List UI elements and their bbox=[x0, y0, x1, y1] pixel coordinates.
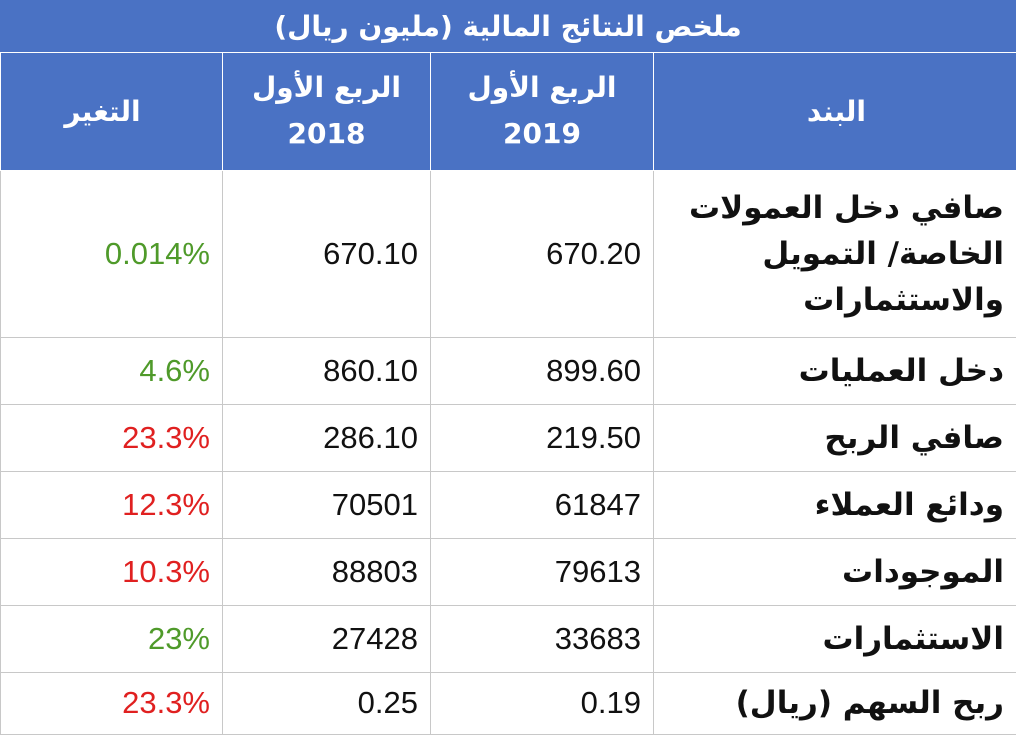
q1-2019-cell: 670.20 bbox=[431, 170, 654, 337]
item-cell: صافي دخل العمولات الخاصة/ التمويل والاست… bbox=[654, 170, 1016, 337]
item-cell: دخل العمليات bbox=[654, 337, 1016, 404]
q1-2018-cell: 88803 bbox=[223, 538, 431, 605]
financial-results-table: التغير الربع الأول 2018 الربع الأول 2019… bbox=[0, 53, 1016, 735]
table-row: 0.014% 670.10 670.20 صافي دخل العمولات ا… bbox=[1, 170, 1016, 337]
q1-2019-cell: 899.60 bbox=[431, 337, 654, 404]
change-cell: 23.3% bbox=[1, 672, 223, 734]
q1-2019-cell: 0.19 bbox=[431, 672, 654, 734]
table-row: 23% 27428 33683 الاستثمارات bbox=[1, 605, 1016, 672]
change-cell: 23.3% bbox=[1, 404, 223, 471]
header-q1-2018: الربع الأول 2018 bbox=[223, 53, 431, 170]
q1-2019-cell: 79613 bbox=[431, 538, 654, 605]
table-title: ملخص النتائج المالية (مليون ريال) bbox=[0, 0, 1016, 53]
table-row: 23.3% 0.25 0.19 ربح السهم (ريال) bbox=[1, 672, 1016, 734]
header-item: البند bbox=[654, 53, 1016, 170]
item-cell: الاستثمارات bbox=[654, 605, 1016, 672]
change-cell: 4.6% bbox=[1, 337, 223, 404]
change-cell: 10.3% bbox=[1, 538, 223, 605]
header-row: التغير الربع الأول 2018 الربع الأول 2019… bbox=[1, 53, 1016, 170]
q1-2018-cell: 0.25 bbox=[223, 672, 431, 734]
q1-2019-cell: 219.50 bbox=[431, 404, 654, 471]
header-q1-2018-label: الربع الأول bbox=[235, 65, 418, 111]
item-cell: ربح السهم (ريال) bbox=[654, 672, 1016, 734]
table-row: 12.3% 70501 61847 ودائع العملاء bbox=[1, 471, 1016, 538]
header-q1-2018-year: 2018 bbox=[235, 111, 418, 157]
change-cell: 12.3% bbox=[1, 471, 223, 538]
header-change: التغير bbox=[1, 53, 223, 170]
change-cell: 0.014% bbox=[1, 170, 223, 337]
table-row: 10.3% 88803 79613 الموجودات bbox=[1, 538, 1016, 605]
q1-2018-cell: 286.10 bbox=[223, 404, 431, 471]
q1-2018-cell: 70501 bbox=[223, 471, 431, 538]
q1-2018-cell: 860.10 bbox=[223, 337, 431, 404]
item-cell: ودائع العملاء bbox=[654, 471, 1016, 538]
table-row: 23.3% 286.10 219.50 صافي الربح bbox=[1, 404, 1016, 471]
header-q1-2019-label: الربع الأول bbox=[443, 65, 641, 111]
table-row: 4.6% 860.10 899.60 دخل العمليات bbox=[1, 337, 1016, 404]
q1-2019-cell: 33683 bbox=[431, 605, 654, 672]
header-q1-2019: الربع الأول 2019 bbox=[431, 53, 654, 170]
item-cell: صافي الربح bbox=[654, 404, 1016, 471]
q1-2019-cell: 61847 bbox=[431, 471, 654, 538]
item-cell: الموجودات bbox=[654, 538, 1016, 605]
q1-2018-cell: 670.10 bbox=[223, 170, 431, 337]
header-q1-2019-year: 2019 bbox=[443, 111, 641, 157]
change-cell: 23% bbox=[1, 605, 223, 672]
q1-2018-cell: 27428 bbox=[223, 605, 431, 672]
